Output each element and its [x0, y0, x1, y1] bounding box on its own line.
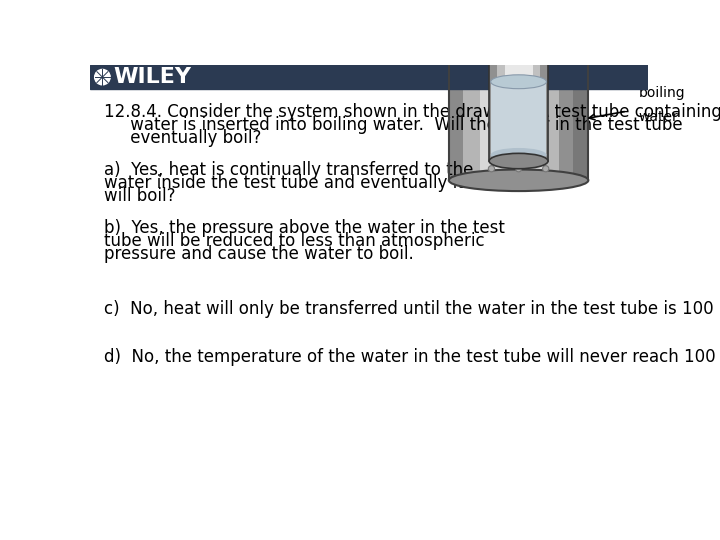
Bar	[449, 18, 463, 180]
Bar	[540, 45, 548, 161]
Ellipse shape	[489, 153, 548, 168]
Text: water is inserted into boiling water.  Will the water in the test tube: water is inserted into boiling water. Wi…	[104, 117, 683, 134]
Bar	[494, 0, 544, 23]
Ellipse shape	[490, 75, 546, 89]
Ellipse shape	[494, 16, 544, 29]
Circle shape	[94, 70, 110, 85]
Bar	[90, 65, 648, 90]
Bar	[490, 82, 546, 155]
Text: boiling: boiling	[639, 86, 685, 100]
Bar	[497, 45, 505, 161]
Text: b)  Yes, the pressure above the water in the test: b) Yes, the pressure above the water in …	[104, 219, 505, 237]
Text: eventually boil?: eventually boil?	[104, 130, 261, 147]
Text: c)  No, heat will only be transferred until the water in the test tube is 100 °C: c) No, heat will only be transferred unt…	[104, 300, 720, 318]
Bar	[463, 18, 480, 180]
Circle shape	[543, 166, 549, 172]
Text: will boil?: will boil?	[104, 187, 176, 205]
Bar	[494, 0, 544, 23]
Text: 12.8.4. Consider the system shown in the drawing.  A test tube containing: 12.8.4. Consider the system shown in the…	[104, 103, 720, 122]
Bar	[489, 45, 497, 161]
Text: WILEY: WILEY	[113, 67, 192, 87]
Circle shape	[488, 166, 495, 172]
Ellipse shape	[489, 38, 548, 53]
Bar	[573, 18, 588, 180]
Circle shape	[516, 166, 522, 172]
Ellipse shape	[490, 148, 546, 162]
Ellipse shape	[449, 170, 588, 191]
Bar	[537, 0, 544, 23]
Bar	[533, 45, 540, 161]
Text: pressure and cause the water to boil.: pressure and cause the water to boil.	[104, 245, 414, 263]
Bar	[489, 45, 548, 161]
Text: water: water	[639, 110, 678, 124]
Bar	[447, 16, 590, 22]
Text: tube will be reduced to less than atmospheric: tube will be reduced to less than atmosp…	[104, 232, 485, 250]
Bar	[559, 18, 573, 180]
Bar	[494, 0, 500, 23]
Text: d)  No, the temperature of the water in the test tube will never reach 100 °C.: d) No, the temperature of the water in t…	[104, 348, 720, 366]
Bar	[449, 18, 588, 180]
Ellipse shape	[447, 7, 590, 30]
Bar	[544, 18, 559, 180]
Text: water inside the test tube and eventually it: water inside the test tube and eventuall…	[104, 174, 464, 192]
Text: a)  Yes, heat is continually transferred to the: a) Yes, heat is continually transferred …	[104, 161, 473, 179]
Bar	[480, 18, 557, 180]
Bar	[505, 45, 533, 161]
